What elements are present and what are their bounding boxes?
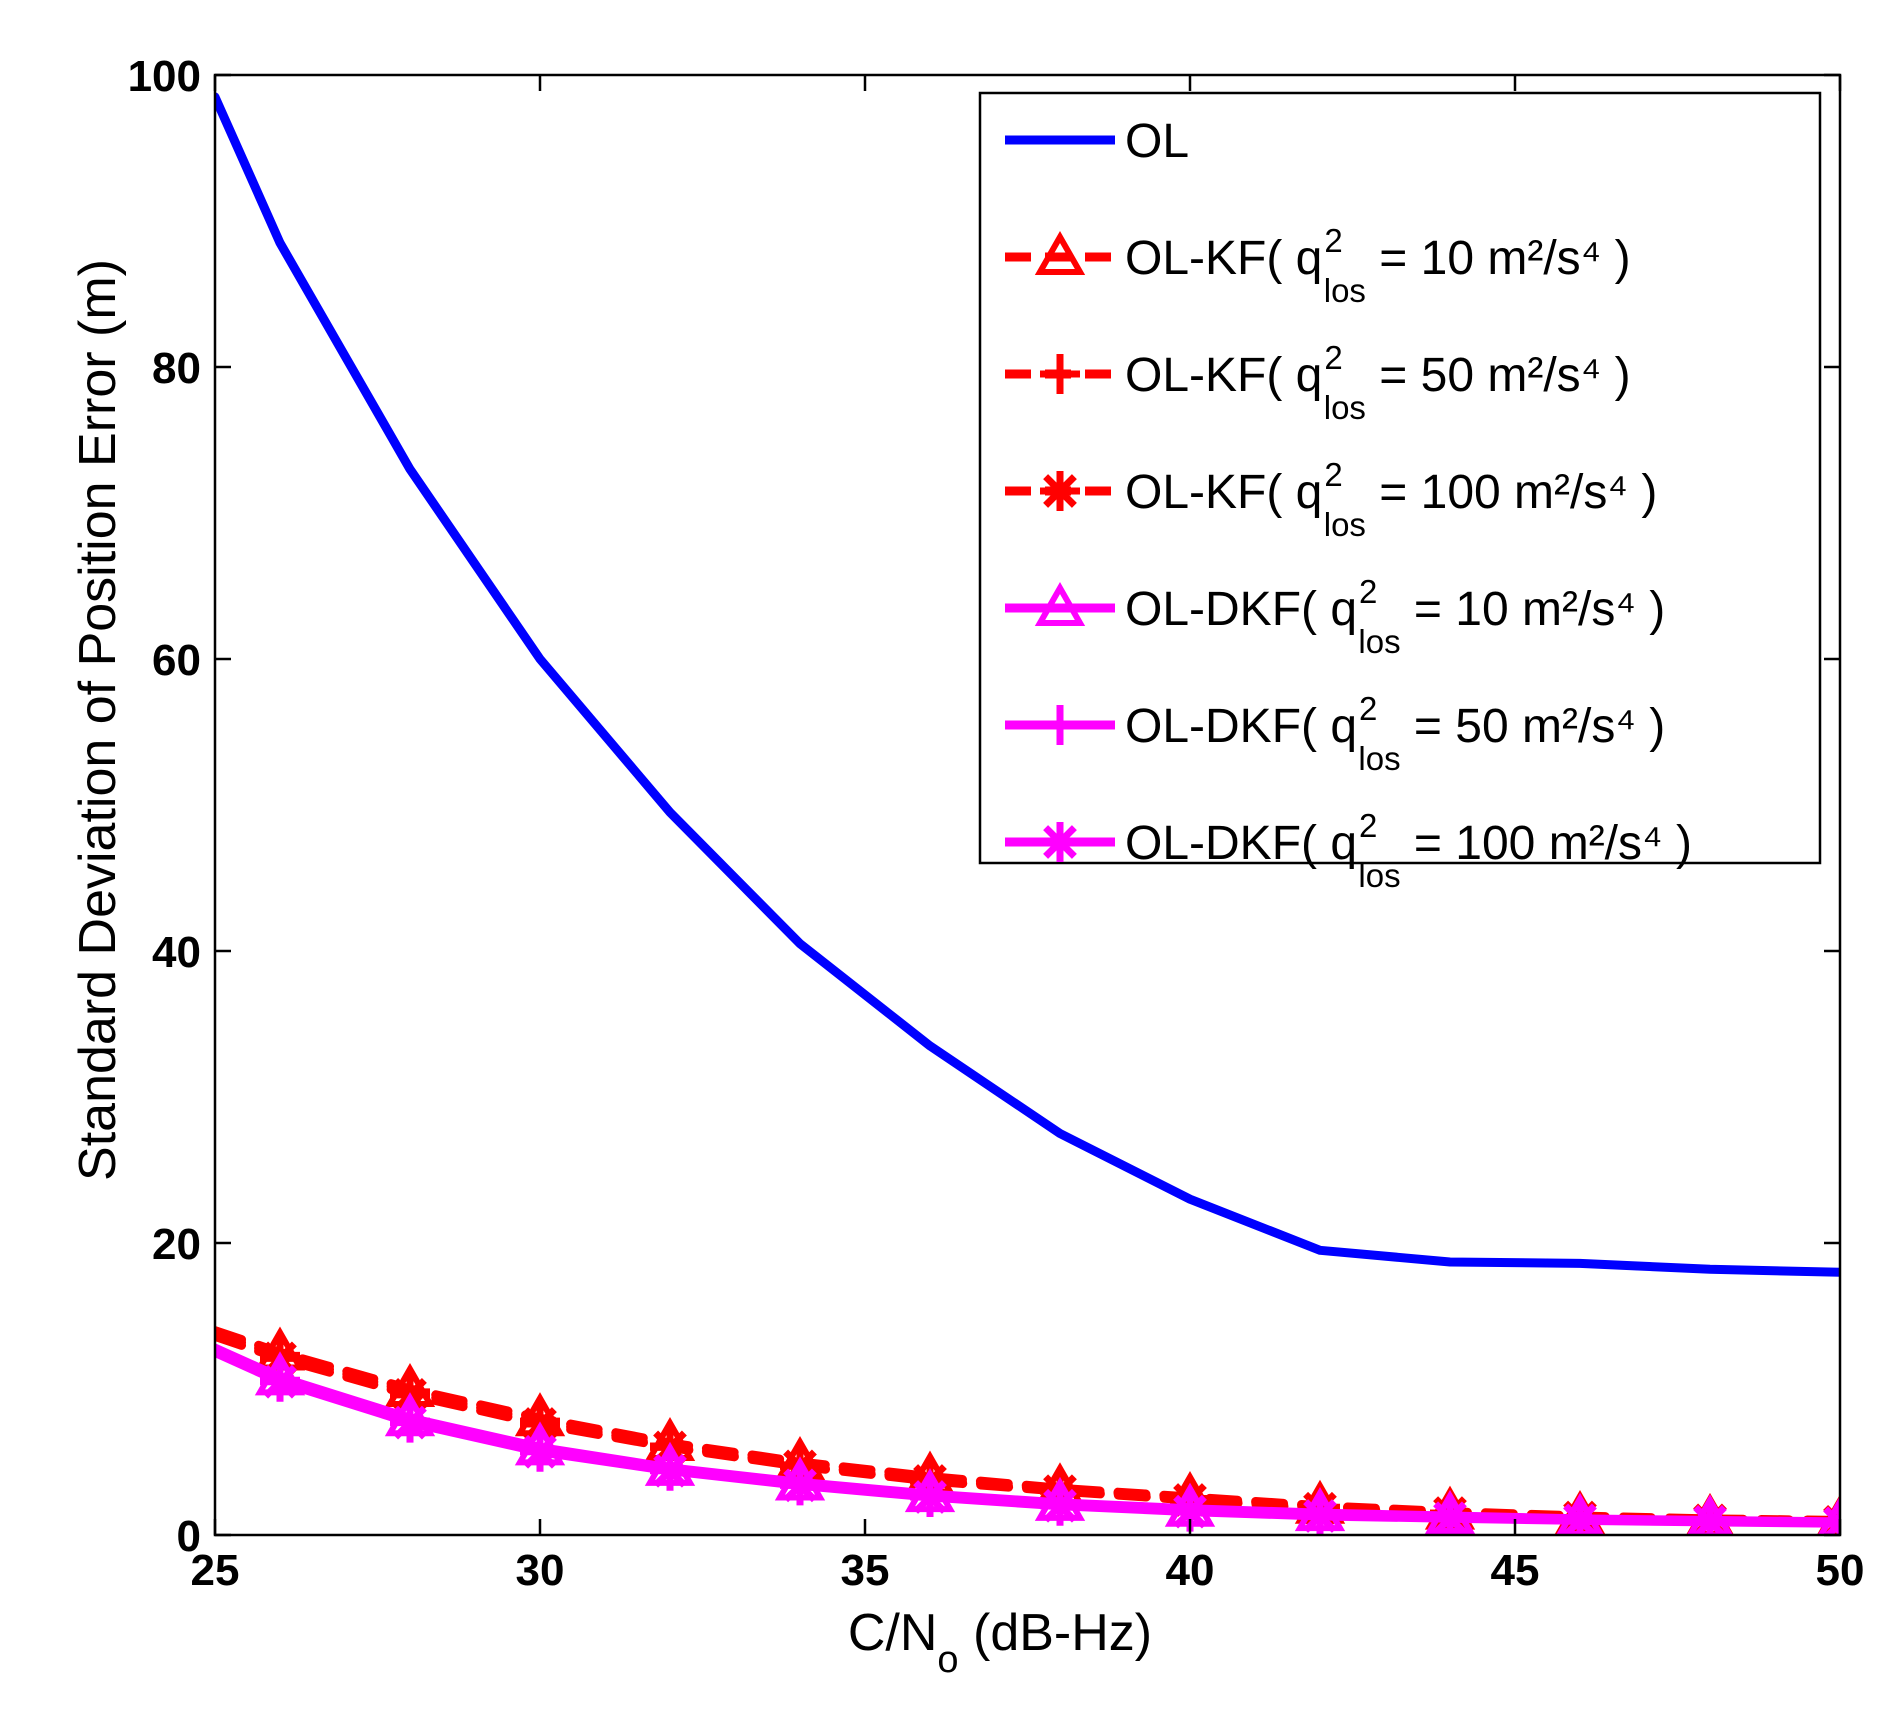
data-point: [780, 1465, 820, 1506]
series-line-6: [215, 1348, 1840, 1528]
y-tick-label: 100: [128, 52, 201, 101]
y-tick-label: 0: [177, 1512, 201, 1561]
legend-label-sub: los: [1358, 857, 1400, 894]
legend-item-3: OL-KF( q2 los = 100 m²/s⁴ ): [1005, 456, 1657, 543]
x-tick-label: 50: [1816, 1546, 1865, 1595]
legend-label: OL-KF( q2 los = 50 m²/s⁴ ): [1125, 339, 1631, 426]
x-tick-label: 25: [191, 1546, 240, 1595]
x-axis-label-sub: o: [937, 1639, 958, 1681]
legend-item-1: OL-KF( q2 los = 10 m²/s⁴ ): [1005, 222, 1631, 309]
y-tick-label: 80: [152, 344, 201, 393]
legend-label: OL-DKF( q2 los = 100 m²/s⁴ ): [1125, 807, 1692, 894]
legend-label-sup: 2: [1324, 339, 1342, 376]
legend-label-sup: 2: [1359, 573, 1377, 610]
legend-item-5: OL-DKF( q2 los = 50 m²/s⁴ ): [1005, 690, 1665, 777]
legend-label-sub: los: [1358, 623, 1400, 660]
data-point: [1690, 1501, 1730, 1535]
legend-swatch-marker: [1034, 581, 1086, 626]
legend-label-prefix: OL-DKF( q: [1125, 700, 1357, 753]
legend-label-sup: 2: [1324, 456, 1342, 493]
legend-label-suffix: = 10 m²/s⁴ ): [1366, 232, 1631, 285]
x-axis-label-main: C/N: [848, 1604, 938, 1662]
y-tick-label: 40: [152, 928, 201, 977]
x-tick-label: 45: [1491, 1546, 1540, 1595]
legend-label-prefix: OL-KF( q: [1125, 232, 1322, 285]
legend-label: OL-DKF( q2 los = 10 m²/s⁴ ): [1125, 573, 1665, 660]
legend-item-2: OL-KF( q2 los = 50 m²/s⁴ ): [1005, 339, 1631, 426]
data-point: [910, 1477, 950, 1518]
x-axis-label-rest: (dB-Hz): [959, 1604, 1153, 1662]
legend-label: OL-KF( q2 los = 10 m²/s⁴ ): [1125, 222, 1631, 309]
legend-label-sup: 2: [1359, 807, 1377, 844]
legend-label-suffix: = 50 m²/s⁴ ): [1366, 349, 1631, 402]
data-point: [1560, 1500, 1600, 1535]
series-line-0: [215, 92, 1840, 1277]
legend-label-prefix: OL: [1125, 115, 1189, 168]
data-point: [1430, 1498, 1470, 1535]
legend-label-sup: 2: [1359, 690, 1377, 727]
legend-swatch-marker: [1040, 471, 1080, 511]
data-point: [390, 1402, 430, 1443]
legend-label: OL-DKF( q2 los = 50 m²/s⁴ ): [1125, 690, 1665, 777]
axes-layer: 25 30 35 40 45 50 0 20 40 60 80 100: [128, 52, 1865, 1595]
legend-label-suffix: = 100 m²/s⁴ ): [1401, 817, 1692, 870]
series-0: [215, 92, 1840, 1277]
plot-frame: [213, 73, 1842, 1537]
data-point: [1300, 1496, 1340, 1535]
legend-label-prefix: OL-KF( q: [1125, 349, 1322, 402]
x-tick-label: 30: [516, 1546, 565, 1595]
data-point: [1040, 1485, 1080, 1526]
legend-label-prefix: OL-KF( q: [1125, 466, 1322, 519]
legend-label: OL: [1125, 115, 1189, 168]
legend-label-suffix: = 10 m²/s⁴ ): [1401, 583, 1666, 636]
legend-label: OL-KF( q2 los = 100 m²/s⁴ ): [1125, 456, 1657, 543]
legend-swatch-marker: [1040, 354, 1080, 394]
legend-label-prefix: OL-DKF( q: [1125, 817, 1357, 870]
y-tick-label: 60: [152, 636, 201, 685]
legend-swatch-marker: [1040, 705, 1080, 745]
data-point: [650, 1450, 690, 1491]
legend-swatch-marker: [1034, 230, 1086, 275]
legend-label-suffix: = 50 m²/s⁴ ): [1401, 700, 1666, 753]
legend-item-0: OL: [1005, 115, 1189, 168]
x-tick-label: 35: [841, 1546, 890, 1595]
series-6: [215, 1348, 1840, 1535]
y-axis-label: Standard Deviation of Position Error (m): [69, 259, 127, 1181]
data-point: [1170, 1491, 1210, 1532]
legend-label-sup: 2: [1324, 222, 1342, 259]
legend-label-suffix: = 100 m²/s⁴ ): [1366, 466, 1657, 519]
legend-label-prefix: OL-DKF( q: [1125, 583, 1357, 636]
legend-item-6: OL-DKF( q2 los = 100 m²/s⁴ ): [1005, 807, 1692, 894]
x-tick-label: 40: [1166, 1546, 1215, 1595]
data-point: [520, 1431, 560, 1472]
legend-swatch-marker: [1040, 822, 1080, 862]
legend-label-sub: los: [1324, 389, 1366, 426]
legend-box: [978, 91, 1822, 865]
series-layer: [215, 92, 1840, 1535]
legend-item-4: OL-DKF( q2 los = 10 m²/s⁴ ): [1005, 573, 1665, 660]
legend-label-sub: los: [1324, 506, 1366, 543]
data-point: [260, 1361, 300, 1402]
legend-label-sub: los: [1324, 272, 1366, 309]
y-tick-label: 20: [152, 1220, 201, 1269]
x-axis-label: C/No (dB-Hz): [848, 1604, 1152, 1681]
legend-label-sub: los: [1358, 740, 1400, 777]
